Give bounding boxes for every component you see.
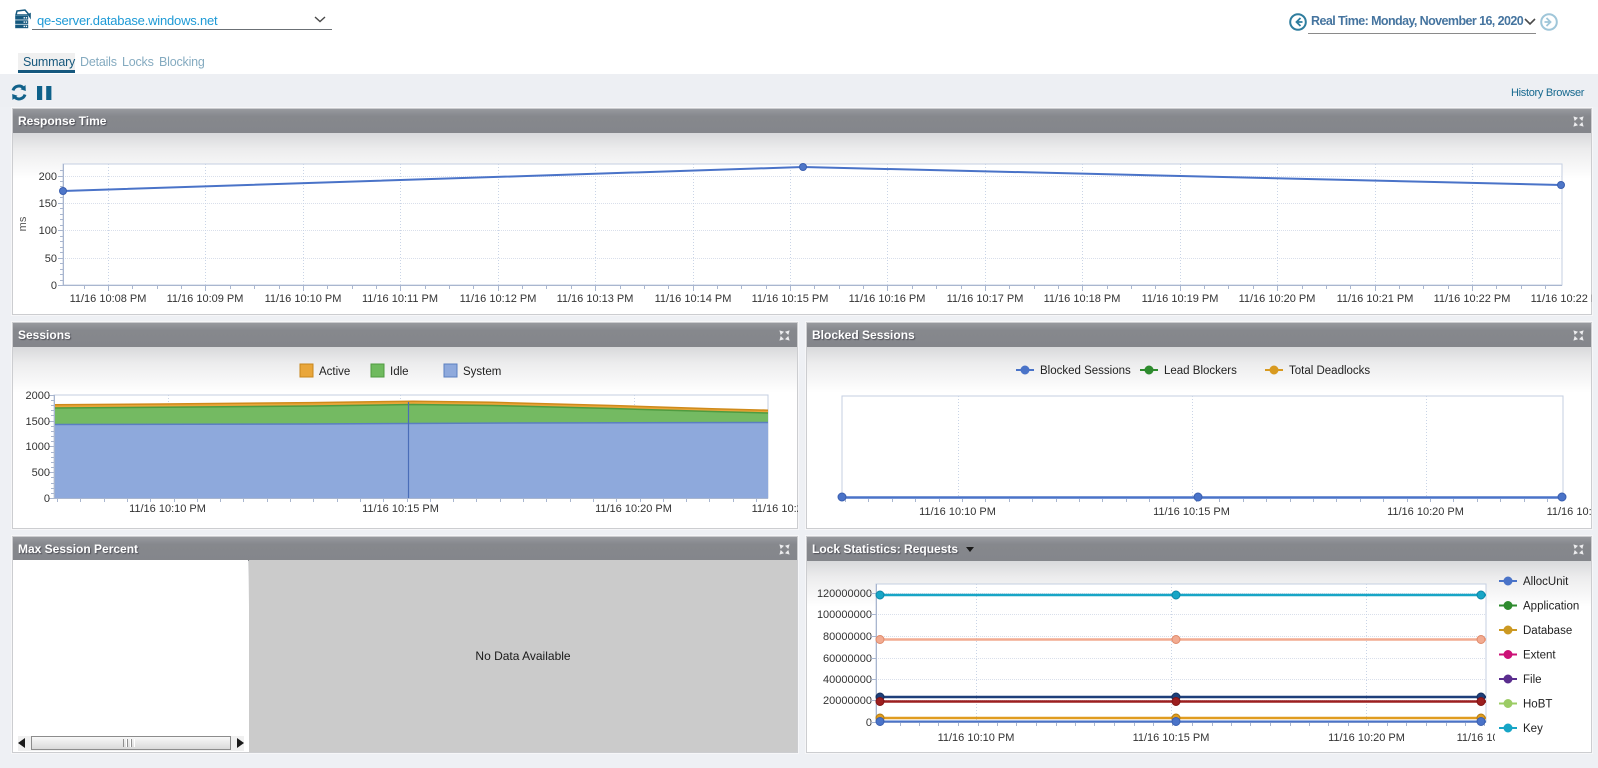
svg-text:11/16 10:15 PM: 11/16 10:15 PM [362, 503, 439, 515]
svg-text:100000000: 100000000 [817, 609, 872, 621]
svg-text:50: 50 [45, 253, 57, 265]
svg-text:1000: 1000 [26, 441, 50, 453]
svg-text:11/16 10:15 PM: 11/16 10:15 PM [752, 293, 829, 305]
svg-text:11/16 10:10 PM: 11/16 10:10 PM [919, 506, 996, 518]
svg-text:500: 500 [32, 467, 50, 479]
svg-text:Lead Blockers: Lead Blockers [1164, 365, 1237, 377]
svg-text:11/16 10:22 PM: 11/16 10:22 PM [1457, 732, 1495, 744]
svg-text:11/16 10:22 PM: 11/16 10:22 PM [752, 503, 798, 515]
svg-text:11/16 10:10 PM: 11/16 10:10 PM [129, 503, 206, 515]
svg-text:11/16 10:17 PM: 11/16 10:17 PM [947, 293, 1024, 305]
svg-text:11/16 10:20 PM: 11/16 10:20 PM [595, 503, 672, 515]
svg-text:120000000: 120000000 [817, 588, 872, 600]
svg-text:AllocUnit: AllocUnit [1523, 576, 1569, 588]
svg-text:11/16 10:16 PM: 11/16 10:16 PM [849, 293, 926, 305]
svg-text:11/16 10:22 PM: 11/16 10:22 PM [1547, 506, 1592, 518]
svg-text:File: File [1523, 674, 1542, 686]
svg-text:0: 0 [51, 280, 57, 292]
svg-text:40000000: 40000000 [823, 674, 872, 686]
svg-text:Database: Database [1523, 625, 1572, 637]
svg-text:11/16 10:22 PM: 11/16 10:22 PM [1434, 293, 1511, 305]
svg-text:Key: Key [1523, 723, 1543, 735]
svg-text:100: 100 [39, 225, 57, 237]
svg-text:11/16 10:09 PM: 11/16 10:09 PM [167, 293, 244, 305]
svg-text:11/16 10:22 PM: 11/16 10:22 PM [1531, 293, 1592, 305]
svg-text:11/16 10:20 PM: 11/16 10:20 PM [1387, 506, 1464, 518]
svg-text:Blocked Sessions: Blocked Sessions [1040, 365, 1131, 377]
svg-text:11/16 10:13 PM: 11/16 10:13 PM [557, 293, 634, 305]
svg-text:ms: ms [17, 216, 29, 231]
svg-text:11/16 10:15 PM: 11/16 10:15 PM [1153, 506, 1230, 518]
svg-text:11/16 10:19 PM: 11/16 10:19 PM [1142, 293, 1219, 305]
svg-text:11/16 10:20 PM: 11/16 10:20 PM [1328, 732, 1405, 744]
svg-text:11/16 10:18 PM: 11/16 10:18 PM [1044, 293, 1121, 305]
svg-text:1500: 1500 [26, 416, 50, 428]
svg-text:11/16 10:08 PM: 11/16 10:08 PM [70, 293, 147, 305]
svg-text:200: 200 [39, 171, 57, 183]
svg-text:System: System [463, 366, 501, 378]
svg-text:11/16 10:10 PM: 11/16 10:10 PM [265, 293, 342, 305]
svg-text:Extent: Extent [1523, 650, 1556, 662]
svg-text:11/16 10:15 PM: 11/16 10:15 PM [1133, 732, 1210, 744]
svg-text:11/16 10:20 PM: 11/16 10:20 PM [1239, 293, 1316, 305]
svg-text:11/16 10:21 PM: 11/16 10:21 PM [1337, 293, 1414, 305]
svg-text:150: 150 [39, 198, 57, 210]
svg-text:11/16 10:11 PM: 11/16 10:11 PM [362, 293, 438, 305]
svg-text:11/16 10:14 PM: 11/16 10:14 PM [655, 293, 732, 305]
svg-text:11/16 10:10 PM: 11/16 10:10 PM [938, 732, 1015, 744]
svg-text:Idle: Idle [390, 366, 409, 378]
svg-text:11/16 10:12 PM: 11/16 10:12 PM [460, 293, 537, 305]
svg-text:Active: Active [319, 366, 350, 378]
svg-text:Total Deadlocks: Total Deadlocks [1289, 365, 1370, 377]
svg-text:0: 0 [866, 717, 872, 729]
svg-text:Application: Application [1523, 601, 1579, 613]
svg-text:2000: 2000 [26, 390, 50, 402]
svg-text:20000000: 20000000 [823, 695, 872, 707]
svg-text:60000000: 60000000 [823, 653, 872, 665]
svg-text:0: 0 [44, 493, 50, 505]
svg-text:HoBT: HoBT [1523, 699, 1552, 711]
svg-text:80000000: 80000000 [823, 631, 872, 643]
